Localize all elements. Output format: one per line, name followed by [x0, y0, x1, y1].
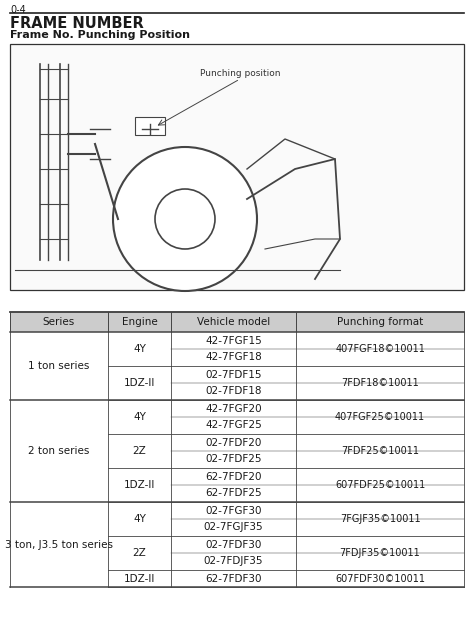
Text: 1 ton series: 1 ton series [28, 361, 90, 371]
Text: 02-7FGJF35: 02-7FGJF35 [204, 523, 264, 532]
Text: 62-7FDF30: 62-7FDF30 [205, 573, 262, 584]
Text: 407FGF18©10011: 407FGF18©10011 [335, 344, 425, 354]
Text: 02-7FDF30: 02-7FDF30 [205, 539, 262, 550]
Text: 2Z: 2Z [133, 446, 146, 456]
Text: 3 ton, J3.5 ton series: 3 ton, J3.5 ton series [5, 539, 113, 550]
Text: 02-7FDJF35: 02-7FDJF35 [204, 557, 264, 566]
Text: Punching position: Punching position [200, 69, 280, 78]
Text: 42-7FGF20: 42-7FGF20 [205, 404, 262, 413]
Text: 2Z: 2Z [133, 548, 146, 558]
Text: 4Y: 4Y [133, 344, 146, 354]
Text: 02-7FDF15: 02-7FDF15 [205, 370, 262, 379]
Circle shape [113, 147, 257, 291]
Text: 1DZ-II: 1DZ-II [124, 480, 155, 490]
Bar [10, 44, 464, 290]
Text: 7FGJF35©10011: 7FGJF35©10011 [340, 514, 420, 524]
Circle shape [155, 189, 215, 249]
Text: 607FDF25©10011: 607FDF25©10011 [335, 480, 425, 490]
Text: 02-7FDF25: 02-7FDF25 [205, 455, 262, 465]
Text: 02-7FGF30: 02-7FGF30 [205, 505, 262, 516]
Text: 7FDJF35©10011: 7FDJF35©10011 [340, 548, 420, 558]
Text: 42-7FGF15: 42-7FGF15 [205, 336, 262, 345]
Text: 02-7FDF20: 02-7FDF20 [205, 437, 262, 447]
Text: 0-4: 0-4 [10, 5, 26, 15]
Text: Engine: Engine [121, 317, 157, 327]
Text: 4Y: 4Y [133, 514, 146, 524]
Text: FRAME NUMBER: FRAME NUMBER [10, 16, 144, 31]
Text: 7FDF25©10011: 7FDF25©10011 [341, 446, 419, 456]
Text: 2 ton series: 2 ton series [28, 446, 90, 456]
Text: Punching format: Punching format [337, 317, 423, 327]
Bar [135, 117, 165, 135]
Text: 62-7FDF20: 62-7FDF20 [205, 471, 262, 482]
Text: 4Y: 4Y [133, 412, 146, 422]
Text: 42-7FGF18: 42-7FGF18 [205, 352, 262, 363]
Bar [10, 312, 464, 332]
Text: Series: Series [43, 317, 75, 327]
Text: 62-7FDF25: 62-7FDF25 [205, 489, 262, 498]
Text: 42-7FGF25: 42-7FGF25 [205, 421, 262, 431]
Text: 02-7FDF18: 02-7FDF18 [205, 386, 262, 397]
Text: 607FDF30©10011: 607FDF30©10011 [335, 573, 425, 584]
Text: 1DZ-II: 1DZ-II [124, 573, 155, 584]
Text: Vehicle model: Vehicle model [197, 317, 270, 327]
Text: 7FDF18©10011: 7FDF18©10011 [341, 378, 419, 388]
Text: 407FGF25©10011: 407FGF25©10011 [335, 412, 425, 422]
Text: 1DZ-II: 1DZ-II [124, 378, 155, 388]
Text: Frame No. Punching Position: Frame No. Punching Position [10, 30, 190, 40]
